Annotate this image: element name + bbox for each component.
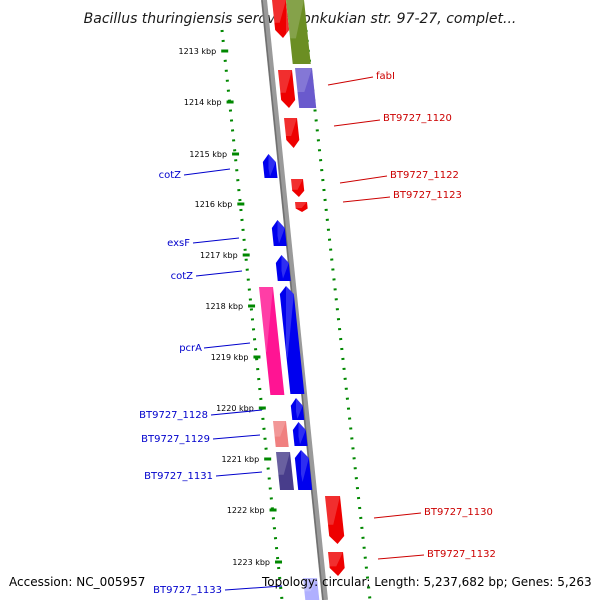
gene-highlight: [325, 496, 340, 525]
right-gene-label[interactable]: BT9727_1120: [383, 113, 452, 124]
left-gene-label[interactable]: cotZ: [171, 271, 194, 282]
gene-red-top[interactable]: [272, 0, 290, 38]
gene-cotZ-1[interactable]: [262, 154, 278, 178]
gene-BT9727_1129[interactable]: [273, 421, 289, 447]
right-gene-label[interactable]: BT9727_1130: [424, 507, 493, 518]
gene-features: [259, 0, 345, 600]
gene-BT9727_1130[interactable]: [325, 496, 345, 544]
gene-BT9727_1132[interactable]: [328, 552, 345, 576]
gene-highlight: [291, 179, 303, 190]
topology-text: Topology: circular; Length: 5,237,682 bp…: [262, 575, 592, 589]
left-gene-label[interactable]: BT9727_1131: [144, 471, 213, 482]
gene-highlight: [276, 452, 290, 475]
left-gene-label[interactable]: cotZ: [159, 170, 182, 181]
left-gene-label[interactable]: BT9727_1133: [153, 585, 222, 596]
right-gene-label[interactable]: fabI: [376, 71, 395, 82]
gene-highlight: [295, 202, 307, 208]
kbp-tick-label: 1220 kbp: [216, 404, 254, 413]
gene-BT9727_1133[interactable]: [303, 578, 320, 600]
gene-highlight: [301, 450, 309, 482]
kbp-tick-label: 1214 kbp: [184, 98, 222, 107]
gene-BT9727_1131[interactable]: [276, 452, 295, 490]
kbp-tick-label: 1217 kbp: [200, 251, 238, 260]
right-label-leader: [327, 76, 374, 86]
gene-highlight: [298, 422, 306, 445]
right-label-leader: [339, 175, 388, 184]
gene-BT9727_1128[interactable]: [290, 398, 305, 420]
gene-highlight: [286, 0, 304, 39]
gene-olive-top[interactable]: [286, 0, 311, 64]
kbp-tick-label: 1219 kbp: [211, 353, 249, 362]
gene-pcrA[interactable]: [259, 287, 285, 395]
gene-highlight: [286, 286, 294, 359]
accession-text: Accession: NC_005957: [9, 575, 146, 589]
left-label-leader: [203, 342, 251, 349]
gene-fabI[interactable]: [278, 70, 296, 108]
left-label-leader: [215, 471, 263, 477]
gene-exsF[interactable]: [271, 220, 287, 246]
kbp-tick-label: 1223 kbp: [232, 558, 270, 567]
gene-highlight: [284, 118, 297, 136]
left-gene-label[interactable]: exsF: [167, 238, 190, 249]
kbp-tick-label: 1218 kbp: [205, 302, 243, 311]
kbp-tick-label: 1215 kbp: [189, 150, 227, 159]
right-gene-label[interactable]: BT9727_1132: [427, 549, 496, 560]
gene-cotZ-2[interactable]: [275, 255, 291, 281]
gene-highlight: [281, 255, 289, 279]
gene-slate[interactable]: [295, 68, 317, 108]
left-gene-label[interactable]: BT9727_1129: [141, 434, 210, 445]
left-label-leader: [192, 237, 240, 244]
left-gene-label[interactable]: pcrA: [179, 343, 202, 354]
gene-highlight: [268, 154, 276, 177]
gene-highlight: [272, 0, 286, 23]
left-gene-label[interactable]: BT9727_1128: [139, 410, 208, 421]
gene-blue-long[interactable]: [279, 286, 305, 394]
gene-highlight: [273, 421, 286, 437]
gene-highlight: [259, 287, 273, 352]
right-gene-label[interactable]: BT9727_1123: [393, 190, 462, 201]
kbp-tick-label: 1213 kbp: [179, 47, 217, 56]
right-label-leader: [373, 512, 422, 519]
gene-highlight: [295, 68, 312, 92]
right-gene-label[interactable]: BT9727_1122: [390, 170, 459, 181]
kbp-tick-label: 1221 kbp: [221, 455, 259, 464]
genome-backbone: [261, 0, 328, 600]
gene-blue-1129b[interactable]: [292, 422, 308, 446]
kbp-ticks: 1213 kbp 1214 kbp 1215 kbp 1216 kbp 1217 kbp…: [179, 47, 283, 567]
right-label-leader: [342, 196, 391, 203]
gene-highlight: [278, 70, 292, 93]
left-label-leader: [224, 585, 283, 591]
gene-highlight: [328, 552, 343, 567]
right-label-leader: [333, 119, 381, 127]
gene-BT9727_1120[interactable]: [284, 118, 300, 148]
gene-BT9727_1122[interactable]: [291, 179, 305, 197]
right-label-leader: [377, 554, 425, 560]
gene-blue-1131b[interactable]: [294, 450, 313, 490]
left-label-leader: [212, 434, 261, 440]
left-label-leader: [195, 270, 243, 277]
left-label-leader: [183, 168, 231, 176]
gene-highlight: [303, 578, 317, 592]
gene-highlight: [277, 220, 285, 244]
left-label-leader: [210, 409, 263, 416]
kbp-tick-label: 1222 kbp: [227, 506, 265, 515]
gene-BT9727_1123[interactable]: [295, 202, 308, 212]
gene-highlight: [296, 398, 303, 419]
gene-labels: cotZ exsF cotZ pcrA BT9727_1128 BT9727_1129 BT…: [139, 71, 496, 596]
kbp-tick-label: 1216 kbp: [195, 200, 233, 209]
